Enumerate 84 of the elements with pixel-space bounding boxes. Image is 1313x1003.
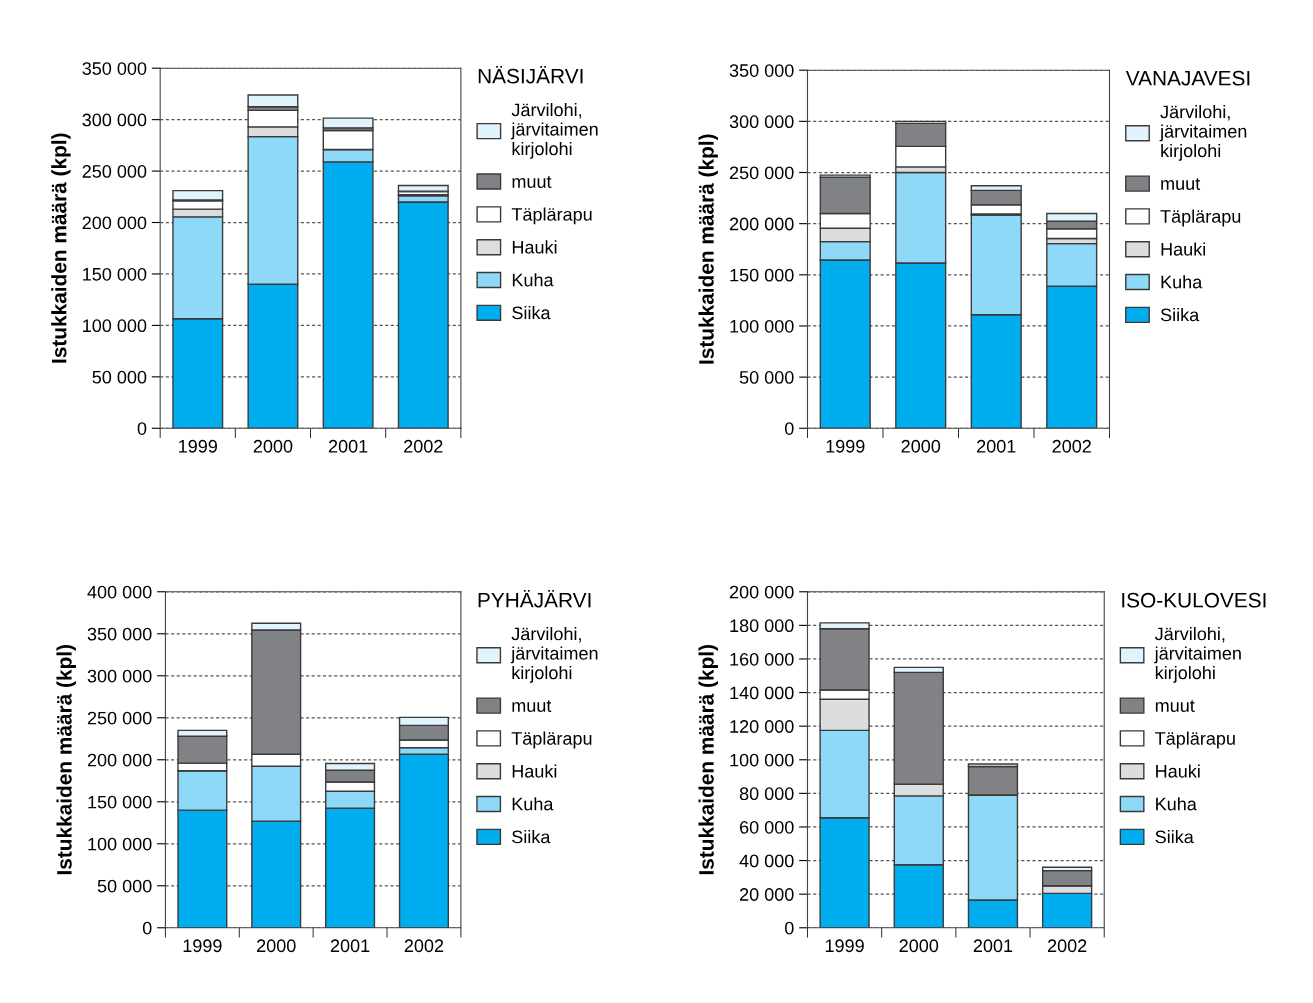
y-tick-label: 150 000 <box>88 795 152 809</box>
legend-label: Kuha <box>512 797 554 811</box>
x-tick-label: 1999 <box>183 939 222 953</box>
x-tick-label: 2002 <box>1047 939 1087 953</box>
legend-label: Täplärapu <box>511 731 592 749</box>
y-tick-label: 120 000 <box>730 720 794 733</box>
y-tick-label: 300 000 <box>82 113 147 127</box>
y-tick-label: 80 000 <box>739 787 794 801</box>
legend-label: Järvilohi, järvitaimen kirjolohi <box>510 627 598 683</box>
y-tick-label: 160 000 <box>730 652 794 666</box>
y-tick-label: 60 000 <box>740 820 794 834</box>
legend-label: Siika <box>1155 830 1194 844</box>
y-tick-label: 50 000 <box>97 879 152 893</box>
legend-label: Järvilohi, järvitaimen kirjolohi <box>1159 105 1247 161</box>
legend-label: Kuha <box>1161 275 1203 289</box>
x-tick-label: 2002 <box>1052 439 1091 453</box>
y-tick-label: 250 000 <box>87 711 152 725</box>
y-tick-label: 300 000 <box>87 669 152 683</box>
legend-label: Hauki <box>512 764 557 778</box>
x-tick-label: 1999 <box>826 439 865 453</box>
legend-label: Siika <box>512 305 551 320</box>
legend-label: Siika <box>1160 308 1200 322</box>
y-tick-label: 180 000 <box>730 619 794 633</box>
y-tick-label: 350 000 <box>87 627 152 641</box>
legend-label: Täplärapu <box>511 207 592 225</box>
y-tick-label: 250 000 <box>729 166 794 180</box>
x-tick-label: 2000 <box>899 939 939 953</box>
legend-label: Kuha <box>1156 797 1197 811</box>
legend-label: Järvilohi, järvitaimen kirjolohi <box>510 102 598 159</box>
legend-title: NÄSIJÄRVI <box>478 65 583 84</box>
legend-label: Täplärapu <box>1155 731 1235 749</box>
y-tick-label: 350 000 <box>82 62 147 75</box>
y-tick-label: 200 000 <box>82 216 147 230</box>
x-tick-label: 1999 <box>179 439 217 453</box>
y-tick-label: 0 <box>137 422 147 435</box>
x-tick-label: 2001 <box>973 939 1013 953</box>
legend-title: VANAJAVESI <box>1125 70 1250 86</box>
x-tick-label: 2000 <box>253 439 293 453</box>
legend-label: muut <box>1155 700 1195 713</box>
y-tick-label: 0 <box>784 921 794 935</box>
y-tick-label: 0 <box>784 422 794 435</box>
y-tick-label: 50 000 <box>92 370 147 384</box>
y-tick-label: 150 000 <box>83 267 147 281</box>
y-axis-title: Istukkaiden määrä (kpl) <box>698 645 718 875</box>
legend-label: Täplärapu <box>1160 209 1241 227</box>
x-tick-label: 2001 <box>328 439 368 453</box>
y-tick-label: 250 000 <box>82 165 147 178</box>
y-axis-title: Istukkaiden määrä (kpl) <box>56 645 76 875</box>
y-tick-label: 200 000 <box>729 217 794 231</box>
y-axis-title: Istukkaiden määrä (kpl) <box>51 133 71 363</box>
x-tick-label: 2001 <box>330 939 370 953</box>
x-tick-label: 2000 <box>901 439 941 453</box>
legend-label: muut <box>512 700 552 713</box>
legend-label: Kuha <box>512 273 554 287</box>
legend-label: Siika <box>512 830 551 844</box>
legend-label: Hauki <box>1161 242 1206 256</box>
x-tick-label: 2002 <box>404 939 444 953</box>
y-tick-label: 140 000 <box>730 686 794 700</box>
legend-label: Järvilohi, järvitaimen kirjolohi <box>1154 627 1241 683</box>
x-tick-label: 2001 <box>977 439 1016 453</box>
y-tick-label: 20 000 <box>739 888 794 901</box>
legend-label: muut <box>512 176 552 188</box>
y-tick-label: 200 000 <box>87 753 152 767</box>
x-tick-label: 2000 <box>257 939 296 953</box>
legend-label: Hauki <box>1156 764 1200 778</box>
y-tick-label: 150 000 <box>730 268 794 282</box>
y-tick-label: 100 000 <box>88 837 152 851</box>
x-tick-label: 2002 <box>404 439 443 453</box>
y-axis-title: Istukkaiden määrä (kpl) <box>698 134 718 364</box>
y-tick-label: 100 000 <box>730 753 794 767</box>
y-tick-label: 400 000 <box>87 585 152 599</box>
y-tick-label: 100 000 <box>730 319 794 333</box>
y-tick-label: 40 000 <box>739 854 794 868</box>
y-tick-label: 200 000 <box>729 585 794 599</box>
x-tick-label: 1999 <box>825 939 864 953</box>
y-tick-label: 100 000 <box>83 319 147 333</box>
legend-title: ISO-KULOVESI <box>1122 592 1266 608</box>
legend-title: PYHÄJÄRVI <box>478 589 591 608</box>
y-tick-label: 50 000 <box>739 371 794 384</box>
legend-label: Hauki <box>512 240 557 254</box>
legend-label: muut <box>1161 178 1201 191</box>
y-tick-label: 300 000 <box>729 115 794 129</box>
y-tick-label: 350 000 <box>729 64 794 77</box>
y-tick-label: 0 <box>142 921 152 935</box>
